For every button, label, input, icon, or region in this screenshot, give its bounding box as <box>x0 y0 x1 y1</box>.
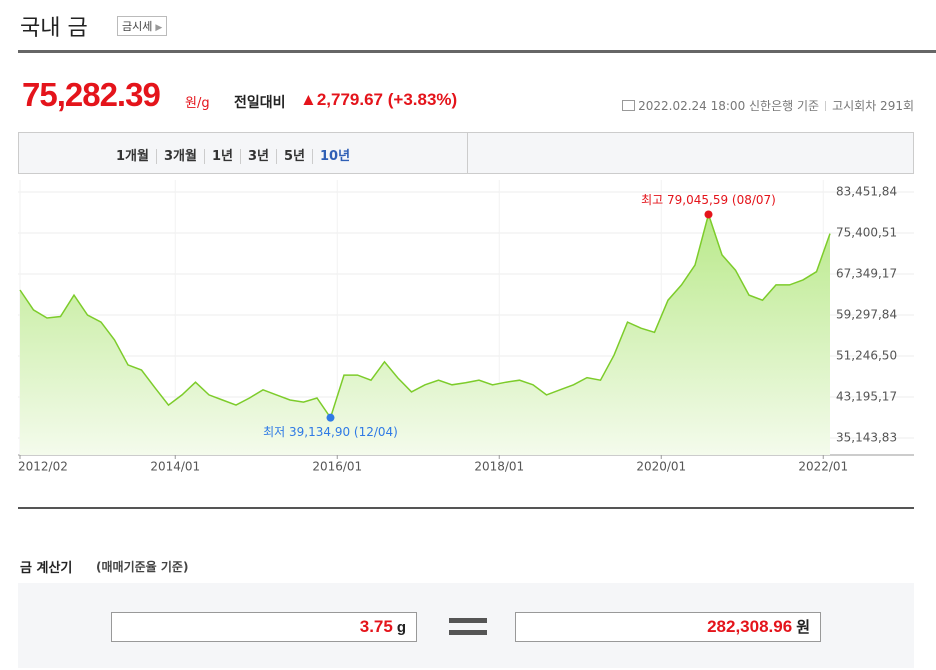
period-tab[interactable]: 1년 <box>203 149 240 164</box>
calculator-title: 금 계산기 <box>20 561 73 576</box>
weight-unit: g <box>396 619 406 636</box>
period-tabs: 1개월 3개월 1년 3년 5년 10년 <box>18 132 914 174</box>
weight-input[interactable]: 3.75 g <box>111 612 417 642</box>
calculator-note: (매매기준율 기준) <box>96 560 189 574</box>
x-tick-label: 2014/01 <box>150 460 200 474</box>
source-info: 2022.02.24 18:00 신한은행 기준 고시회차 291회 <box>622 97 914 114</box>
line <box>19 211 831 420</box>
change-arrow: ▲ <box>300 90 317 109</box>
chart: 35,143,83 43,195,17 51,246,50 59,297,84 67,3… <box>18 180 914 474</box>
equals-bar <box>449 618 487 623</box>
annotation: 최저 39,134,90 (12/04) <box>263 425 398 439</box>
amount-value: 282,308.96 <box>707 617 793 636</box>
current-price: 75,282.39 <box>22 76 161 113</box>
change-label: 전일대비 <box>234 95 286 111</box>
badge-text: 금시세 <box>122 20 153 33</box>
x-tick-label: 2020/01 <box>636 460 686 474</box>
x-tick-label: 2016/01 <box>312 460 362 474</box>
x-tick-label: 2022/01 <box>798 460 848 474</box>
price-link[interactable]: 금시세 ▶ <box>117 16 168 36</box>
price-unit: 원/g <box>185 96 210 111</box>
equals-bar <box>449 630 487 635</box>
extreme-point <box>326 413 335 422</box>
amount-input[interactable]: 282,308.96 원 <box>515 612 821 642</box>
weight-value: 3.75 <box>359 617 393 636</box>
source-date: 2022.02.24 18:00 신한은행 기준 <box>638 99 820 113</box>
y-tick-label: 35,143,83 <box>836 431 897 445</box>
amount-unit: 원 <box>796 619 810 636</box>
period-tab[interactable]: 3년 <box>239 149 276 164</box>
change-value: 2,779.67 <box>316 90 384 109</box>
period-tab[interactable]: 3개월 <box>155 149 204 164</box>
divider <box>18 507 914 509</box>
area <box>20 214 830 455</box>
period-tab[interactable]: 1개월 <box>116 149 149 164</box>
annotation: 최고 79,045,59 (08/07) <box>641 193 776 207</box>
tab-list: 1개월 3개월 1년 3년 5년 10년 <box>109 145 358 164</box>
period-tab[interactable]: 10년 <box>311 149 358 164</box>
extreme-point <box>704 210 713 219</box>
y-tick-label: 67,349,17 <box>836 267 897 281</box>
y-tick-label: 75,400,51 <box>836 225 897 239</box>
change-percent: (+3.83%) <box>387 90 458 109</box>
y-tick-label: 83,451,84 <box>836 185 897 199</box>
x-tick-label: 2018/01 <box>474 460 524 474</box>
y-tick-label: 43,195,17 <box>836 389 897 403</box>
x-tick-label: 2012/02 <box>18 460 68 474</box>
price-change: ▲2,779.67 (+3.83%) <box>300 90 457 110</box>
y-tick-label: 51,246,50 <box>836 349 897 363</box>
source-round: 고시회차 291회 <box>832 99 914 113</box>
period-tab[interactable]: 5년 <box>275 149 312 164</box>
page-title: 국내 금 <box>20 16 88 41</box>
y-tick-label: 59,297,84 <box>836 307 897 321</box>
divider <box>18 50 936 53</box>
